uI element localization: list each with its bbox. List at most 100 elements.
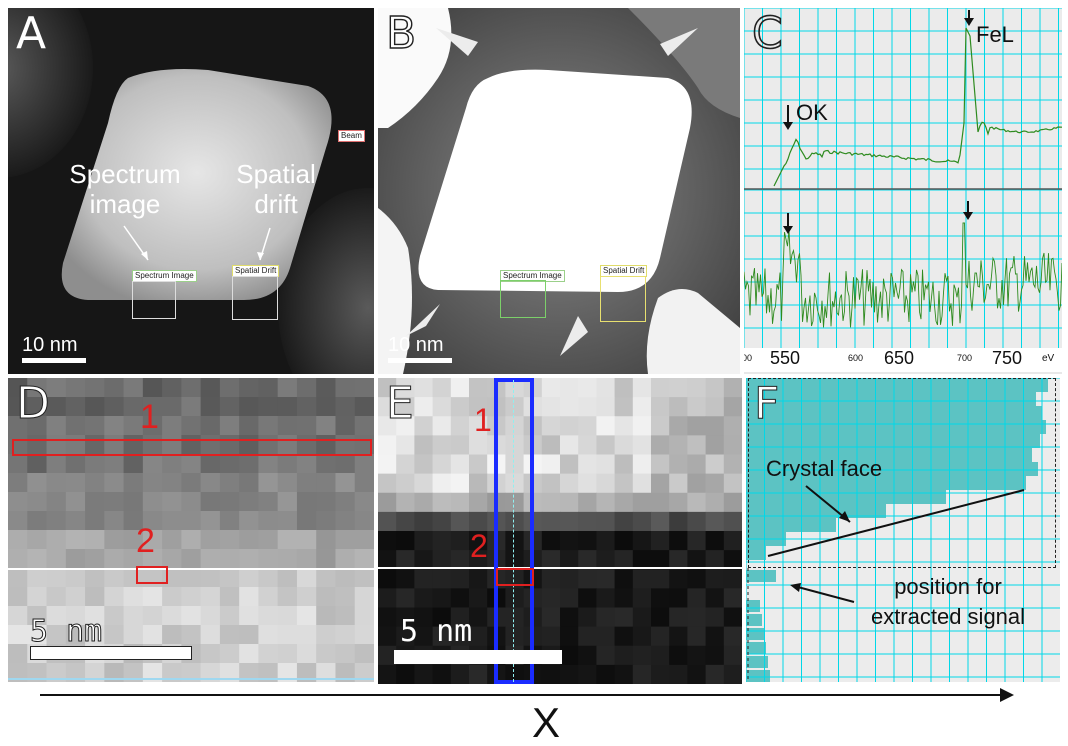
pixel xyxy=(614,397,634,417)
pixel xyxy=(560,588,579,608)
pixel xyxy=(258,587,279,607)
pixel xyxy=(335,644,356,664)
pixel xyxy=(200,587,221,607)
pixel xyxy=(296,549,317,569)
pixel xyxy=(219,549,240,569)
panel-f-letter: F xyxy=(753,378,780,429)
pixel xyxy=(354,473,374,493)
pixel xyxy=(277,587,298,607)
pixel xyxy=(450,626,470,647)
pixel xyxy=(505,626,525,647)
fill-cell xyxy=(746,570,776,582)
pixel xyxy=(505,550,525,570)
pixel xyxy=(632,531,652,551)
pixel xyxy=(316,568,336,588)
pixel xyxy=(354,530,374,550)
pixel xyxy=(450,550,470,570)
pixel xyxy=(335,511,356,531)
pixel xyxy=(335,416,356,436)
pixel xyxy=(505,492,525,513)
pixel xyxy=(396,397,415,417)
pixel xyxy=(46,492,67,512)
pixel xyxy=(541,511,561,532)
panel-d: D 1 2 5 nm xyxy=(8,378,374,682)
pixel xyxy=(296,397,317,417)
pixel xyxy=(316,416,336,436)
d-marker-2: 2 xyxy=(136,522,155,560)
tick-650: 650 xyxy=(884,348,915,368)
pixel xyxy=(469,473,488,494)
pixel xyxy=(354,511,374,531)
pixel xyxy=(578,397,597,417)
pixel xyxy=(669,664,688,684)
pixel xyxy=(239,606,259,626)
spectrum-top-line xyxy=(773,27,1062,187)
pixel xyxy=(505,397,525,417)
pixel xyxy=(8,606,28,626)
pixel xyxy=(219,663,240,682)
spatial-drift-annotation: Spatial drift xyxy=(226,159,326,220)
x-unit: eV xyxy=(1042,353,1055,364)
pixel xyxy=(723,492,742,513)
pixel xyxy=(219,416,240,436)
pixel xyxy=(687,531,707,551)
pixel xyxy=(505,664,525,684)
pixel xyxy=(723,626,742,647)
pixel xyxy=(723,454,742,475)
pixel xyxy=(46,625,67,645)
scale-label-d: 5 nm xyxy=(29,614,103,650)
pixel xyxy=(200,454,221,474)
pixel xyxy=(505,378,525,398)
pixel xyxy=(123,378,144,398)
panel-e-pixel-map xyxy=(378,378,742,684)
pixel xyxy=(123,492,144,512)
pixel xyxy=(469,454,488,475)
pixel xyxy=(378,378,397,398)
pixel xyxy=(414,626,434,647)
pixel xyxy=(104,530,125,550)
peak-fel-label: FeL xyxy=(976,22,1014,47)
pixel xyxy=(560,531,579,551)
pixel xyxy=(378,473,397,494)
pixel xyxy=(123,397,144,417)
pixel xyxy=(277,625,298,645)
pixel xyxy=(396,378,415,398)
pixel xyxy=(596,511,616,532)
pixel xyxy=(432,511,452,532)
pixel xyxy=(450,378,470,398)
pixel xyxy=(8,625,28,645)
pixel xyxy=(632,416,652,436)
pixel xyxy=(258,492,279,512)
pixel xyxy=(432,607,452,628)
pixel xyxy=(596,626,616,647)
peak-ok-label: OK xyxy=(796,100,828,125)
pixel xyxy=(258,473,279,493)
pixel xyxy=(181,397,202,417)
pixel xyxy=(258,549,279,569)
spectrum-top-bg xyxy=(744,8,1062,190)
pixel xyxy=(596,473,616,494)
pixel xyxy=(123,549,144,569)
pixel xyxy=(632,511,652,532)
spectrum-annotation-line1: Spectrum xyxy=(69,159,181,189)
pixel xyxy=(277,663,298,682)
pixel xyxy=(142,663,163,682)
pixel xyxy=(258,568,279,588)
pixel xyxy=(414,511,434,532)
pixel xyxy=(705,664,725,684)
pixel xyxy=(181,663,202,682)
pixel xyxy=(687,664,707,684)
pixel xyxy=(219,644,240,664)
pixel xyxy=(632,645,652,666)
pixel xyxy=(354,587,374,607)
pixel xyxy=(277,606,298,626)
pixel xyxy=(378,664,397,684)
fill-cell xyxy=(746,656,768,668)
pixel xyxy=(27,625,48,645)
pixel xyxy=(578,626,597,647)
pixel xyxy=(142,492,163,512)
pixel xyxy=(432,588,452,608)
pixel xyxy=(239,416,259,436)
pixel xyxy=(469,378,488,398)
pixel xyxy=(723,511,742,532)
